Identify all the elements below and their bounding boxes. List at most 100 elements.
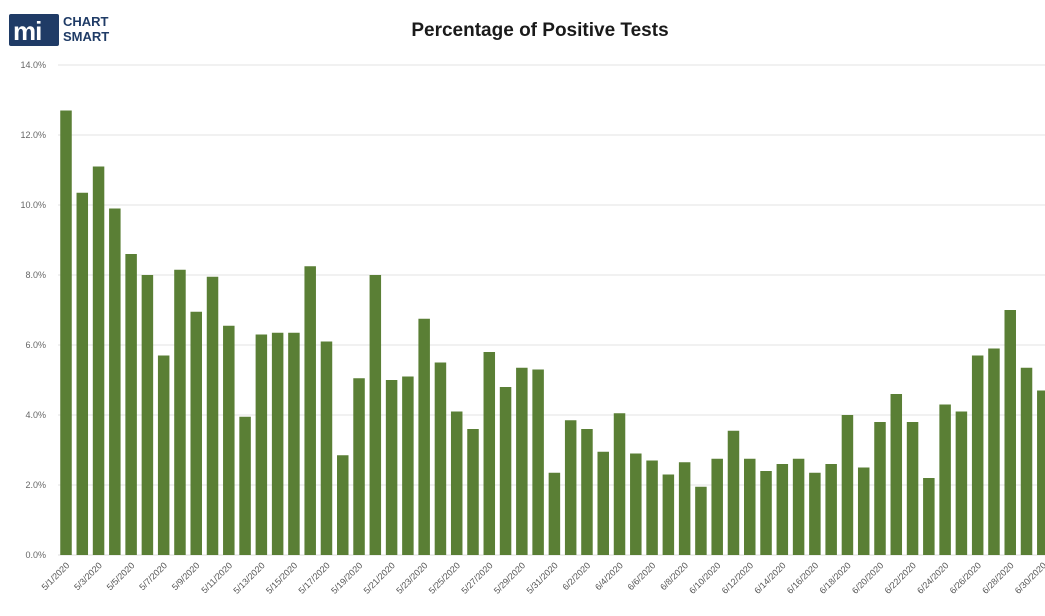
bar: 5/31/2020: 2.35% — [548, 472, 561, 555]
bar: 6/3/2020: 2.95% — [597, 451, 609, 555]
bar: 5/2/2020: 10.35% — [76, 192, 89, 555]
bar: 6/19/2020: 2.5% — [857, 467, 870, 555]
bar: 6/6/2020: 2.7% — [646, 460, 658, 555]
logo-mark-text: mi — [13, 16, 42, 46]
bar: 6/8/2020: 2.65% — [678, 462, 691, 555]
y-tick-label: 14.0% — [20, 60, 46, 70]
y-tick-label: 8.0% — [25, 270, 46, 280]
bar: 5/27/2020: 5.8% — [483, 352, 496, 555]
x-tick-label: 5/21/2020 — [362, 560, 397, 595]
bar: 5/12/2020: 3.95% — [239, 416, 251, 555]
logo-mark-box: mi — [9, 14, 59, 46]
bars: 5/1/2020: 12.7% 5/2/2020: 10.35%5/3/2020:… — [60, 110, 1045, 555]
logo-word-chart: CHART — [63, 14, 109, 29]
bar: 6/17/2020: 2.6% — [825, 464, 837, 555]
bar: 5/28/2020: 4.8% — [499, 387, 512, 555]
y-tick-label: 6.0% — [25, 340, 46, 350]
bar: 6/2/2020: 3.6% — [581, 429, 593, 555]
bar: 5/24/2020: 5.5% — [434, 362, 447, 555]
x-tick-label: 6/18/2020 — [817, 560, 852, 595]
bar: 5/6/2020: 8% — [141, 275, 154, 555]
bar: 6/5/2020: 2.9% — [630, 453, 642, 555]
bar: 6/12/2020: 2.75% — [744, 458, 756, 555]
y-tick-label: 2.0% — [25, 480, 46, 490]
bar: 5/7/2020: 5.7% — [157, 355, 170, 555]
bar: 5/16/2020: 8.25% — [304, 266, 316, 555]
bar: 6/7/2020: 2.3% — [662, 474, 675, 555]
y-axis-ticks: 0.0% 2.0% 4.0% 6.0% 8.0% 10.0% 12.0% 14.0% — [20, 60, 46, 560]
x-tick-label: 5/15/2020 — [264, 560, 299, 595]
bar: 5/14/2020: 6.35% — [271, 332, 284, 555]
y-tick-label: 0.0% — [25, 550, 46, 560]
bar: 6/22/2020: 3.8% — [906, 422, 919, 555]
bar: 5/15/2020: 6.35% — [288, 332, 300, 555]
bar: 6/29/2020: 5.35% — [1020, 367, 1033, 555]
bar: 6/14/2020: 2.6% — [776, 464, 789, 555]
bar: 6/28/2020: 7% — [1004, 310, 1016, 555]
bar: 5/17/2020: 6.1% — [320, 341, 333, 555]
x-tick-label: 5/11/2020 — [199, 560, 234, 595]
chart-title: Percentage of Positive Tests — [411, 20, 669, 41]
x-tick-label: 6/28/2020 — [980, 560, 1015, 595]
x-tick-label: 5/29/2020 — [492, 560, 527, 595]
bar: 5/19/2020: 5.05% — [353, 378, 365, 555]
x-tick-label: 5/19/2020 — [329, 560, 364, 595]
x-tick-label: 5/23/2020 — [394, 560, 429, 595]
bar: 5/20/2020: 8% — [369, 275, 382, 555]
x-tick-label: 6/12/2020 — [720, 560, 755, 595]
bar: 6/23/2020: 2.2% — [923, 478, 935, 555]
bar: 5/23/2020: 6.75% — [418, 318, 430, 555]
x-tick-label: 5/9/2020 — [170, 560, 202, 592]
bar: 6/10/2020: 2.75% — [711, 458, 723, 555]
x-tick-label: 5/27/2020 — [459, 560, 494, 595]
bar: 6/1/2020: 3.85% — [564, 420, 577, 555]
bar: 5/11/2020: 6.55% — [223, 325, 235, 555]
x-tick-label: 5/17/2020 — [297, 560, 332, 595]
bar: 5/3/2020: 11.1% — [92, 166, 105, 555]
bar: 5/1/2020: 12.7% — [60, 110, 72, 555]
x-tick-label: 6/14/2020 — [752, 560, 787, 595]
bar: 5/13/2020: 6.3% — [255, 334, 268, 555]
x-tick-label: 5/7/2020 — [137, 560, 169, 592]
bar: 5/5/2020: 8.6% — [125, 254, 137, 555]
y-tick-label: 4.0% — [25, 410, 46, 420]
x-tick-label: 6/4/2020 — [593, 560, 625, 592]
x-tick-label: 6/22/2020 — [883, 560, 918, 595]
bar: 6/16/2020: 2.35% — [809, 472, 821, 555]
bar: 5/18/2020: 2.85% — [337, 455, 349, 555]
bar: 5/25/2020: 4.1% — [450, 411, 463, 555]
bar: 6/18/2020: 4% — [841, 415, 854, 555]
bar: 6/13/2020: 2.4% — [760, 471, 772, 555]
bar: 6/15/2020: 2.75% — [792, 458, 805, 555]
x-tick-label: 5/25/2020 — [427, 560, 462, 595]
bar: 5/30/2020: 5.3% — [532, 369, 544, 555]
bar: 5/9/2020: 6.95% — [190, 311, 202, 555]
bar: 6/11/2020: 3.55% — [727, 430, 740, 555]
bar: 5/29/2020: 5.35% — [516, 367, 528, 555]
bar: 6/30/2020: 4.7% — [1037, 390, 1045, 555]
x-tick-label: 6/30/2020 — [1013, 560, 1045, 595]
bar: 6/9/2020: 1.95% — [695, 486, 707, 555]
bar: 5/10/2020: 7.95% — [206, 276, 219, 555]
bar: 5/26/2020: 3.6% — [467, 429, 479, 555]
bar: 5/8/2020: 8.15% — [174, 269, 186, 555]
bar: 5/22/2020: 5.1% — [402, 376, 414, 555]
bar: 6/4/2020: 4.05% — [613, 413, 626, 555]
x-axis-ticks: 5/1/2020 5/3/2020 5/5/2020 5/7/2020 5/9/2020… — [40, 560, 1045, 595]
bar: 6/27/2020: 5.9% — [988, 348, 1000, 555]
x-tick-label: 6/20/2020 — [850, 560, 885, 595]
bar: 6/25/2020: 4.1% — [955, 411, 968, 555]
bar: 5/21/2020: 5% — [385, 380, 398, 555]
x-tick-label: 5/3/2020 — [72, 560, 104, 592]
bar: 6/21/2020: 4.6% — [890, 394, 903, 555]
x-tick-label: 6/6/2020 — [626, 560, 658, 592]
logo-word-smart: SMART — [63, 29, 110, 44]
x-tick-label: 6/2/2020 — [561, 560, 593, 592]
x-tick-label: 5/31/2020 — [524, 560, 559, 595]
y-tick-label: 12.0% — [20, 130, 46, 140]
x-tick-label: 6/24/2020 — [915, 560, 950, 595]
bar: 6/26/2020: 5.7% — [971, 355, 984, 555]
bar: 6/24/2020: 4.3% — [939, 404, 951, 555]
x-tick-label: 6/26/2020 — [948, 560, 983, 595]
